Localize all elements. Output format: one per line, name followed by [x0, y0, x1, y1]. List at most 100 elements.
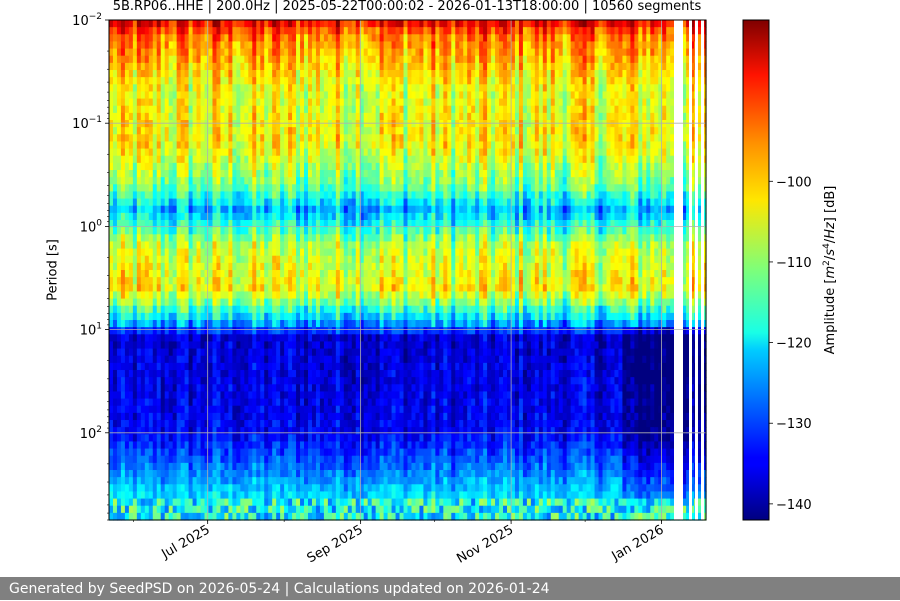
spectrogram-cell	[343, 120, 349, 128]
spectrogram-cell	[296, 162, 301, 171]
spectrogram-cell	[116, 34, 122, 43]
spectrogram-cell	[296, 77, 301, 85]
spectrogram-cell	[304, 370, 309, 378]
spectrogram-cell	[156, 270, 162, 278]
spectrogram-cell	[184, 377, 190, 385]
spectrogram-cell	[204, 20, 210, 28]
spectrogram-cell	[200, 20, 206, 28]
spectrogram-cell	[391, 120, 397, 128]
spectrogram-cell	[387, 277, 393, 285]
spectrogram-cell	[260, 362, 265, 371]
spectrogram-cell	[288, 434, 293, 443]
spectrogram-cell	[351, 362, 357, 371]
spectrogram-cell	[379, 348, 385, 357]
spectrogram-cell	[379, 462, 385, 471]
spectrogram-cell	[331, 270, 337, 278]
spectrogram-cell	[367, 205, 373, 214]
spectrogram-cell	[268, 384, 273, 393]
spectrogram-cell	[371, 27, 377, 35]
spectrogram-cell	[144, 270, 150, 278]
spectrogram-cell	[132, 191, 138, 200]
spectrogram-cell	[327, 448, 333, 457]
spectrogram-cell	[371, 498, 377, 507]
spectrogram-cell	[296, 320, 301, 328]
spectrogram-cell	[248, 270, 253, 278]
spectrogram-cell	[132, 384, 138, 393]
spectrogram-cell	[236, 234, 241, 243]
spectrogram-cell	[156, 420, 162, 428]
spectrogram-cell	[304, 498, 309, 507]
spectrogram-cell	[224, 177, 229, 185]
spectrogram-cell	[188, 191, 194, 200]
spectrogram-cell	[192, 141, 198, 150]
spectrogram-cell	[248, 248, 253, 257]
spectrogram-cell	[152, 462, 158, 471]
spectrogram-cell	[156, 377, 162, 385]
spectrogram-cell	[260, 462, 265, 471]
spectrogram-cell	[164, 498, 170, 507]
spectrogram-cell	[284, 170, 289, 178]
spectrogram-cell	[244, 277, 249, 285]
spectrogram-cell	[280, 62, 285, 71]
spectrogram-cell	[311, 220, 317, 228]
spectrogram-cell	[264, 148, 269, 157]
spectrogram-cell	[355, 41, 361, 50]
spectrogram-cell	[192, 420, 198, 428]
spectrogram-cell	[284, 391, 289, 400]
spectrogram-cell	[391, 191, 397, 200]
spectrogram-cell	[156, 405, 162, 414]
spectrogram-cell	[236, 420, 241, 428]
spectrogram-cell	[112, 248, 118, 257]
spectrogram-cell	[109, 327, 114, 335]
spectrogram-cell	[371, 220, 377, 228]
spectrogram-cell	[347, 241, 353, 250]
spectrogram-cell	[383, 55, 389, 64]
spectrogram-cell	[112, 298, 118, 307]
spectrogram-cell	[272, 212, 277, 221]
spectrogram-cell	[319, 512, 325, 521]
spectrogram-cell	[192, 512, 198, 521]
spectrogram-cell	[379, 134, 385, 143]
spectrogram-cell	[128, 255, 134, 264]
spectrogram-cell	[323, 162, 329, 171]
spectrogram-cell	[383, 270, 389, 278]
spectrogram-cell	[315, 248, 321, 257]
spectrogram-cell	[144, 312, 150, 321]
spectrogram-cell	[172, 370, 178, 378]
spectrogram-cell	[383, 227, 389, 235]
spectrogram-cell	[132, 484, 138, 493]
spectrogram-cell	[272, 291, 277, 300]
spectrogram-cell	[315, 491, 321, 500]
spectrogram-cell	[120, 298, 126, 307]
spectrogram-cell	[116, 98, 122, 107]
spectrogram-cell	[236, 55, 241, 64]
spectrogram-cell	[160, 112, 166, 121]
spectrogram-cell	[208, 412, 214, 421]
spectrogram-cell	[371, 462, 377, 471]
spectrogram-cell	[124, 227, 130, 235]
spectrogram-cell	[387, 41, 393, 50]
spectrogram-cell	[379, 162, 385, 171]
spectrogram-cell	[192, 212, 198, 221]
spectrogram-cell	[116, 120, 122, 128]
spectrogram-cell	[240, 198, 245, 207]
spectrogram-cell	[391, 155, 397, 164]
spectrogram-cell	[292, 420, 297, 428]
spectrogram-cell	[112, 505, 118, 514]
spectrogram-cell	[204, 505, 210, 514]
spectrogram-cell	[212, 241, 218, 250]
spectrogram-cell	[319, 477, 325, 485]
spectrogram-cell	[120, 98, 126, 107]
spectrogram-cell	[331, 62, 337, 71]
spectrogram-cell	[184, 298, 190, 307]
spectrogram-cell	[216, 384, 222, 393]
spectrogram-cell	[260, 370, 265, 378]
spectrogram-cell	[109, 205, 114, 214]
spectrogram-cell	[296, 241, 301, 250]
spectrogram-cell	[300, 398, 305, 407]
spectrogram-cell	[276, 198, 281, 207]
spectrogram-cell	[172, 348, 178, 357]
spectrogram-cell	[347, 84, 353, 93]
spectrogram-cell	[156, 441, 162, 450]
spectrogram-cell	[315, 362, 321, 371]
